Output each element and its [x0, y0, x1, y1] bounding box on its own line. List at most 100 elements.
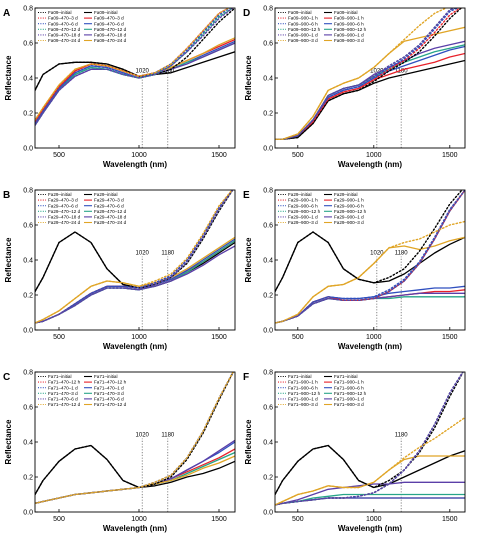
- y-axis-label: Reflectance: [4, 419, 13, 464]
- series-line: [275, 8, 458, 141]
- legend-entry-label: Fa29–900–3 d: [334, 220, 364, 225]
- panel-a: A 1020 1180 0.0 0.2 0.4 0.6 0.8 500 1000 1500 Wavel…: [3, 5, 236, 169]
- legend-entry-label: Fa09–900–6 h: [288, 21, 318, 26]
- panel-letter: C: [3, 372, 10, 383]
- legend-entry-label: Fa29–470–12 d: [48, 209, 81, 214]
- reference-line-label: 1020: [136, 433, 150, 439]
- reference-line-label: 1180: [161, 69, 175, 75]
- legend-entry-label: Fa09–470–6 d: [48, 21, 78, 26]
- legend-entry-label: Fa71–470–3 d: [94, 391, 124, 396]
- reference-line-label: 1020: [370, 69, 384, 75]
- series-line: [275, 8, 448, 141]
- reference-line-label: 1180: [395, 433, 409, 439]
- x-axis-label: Wavelength (nm): [338, 342, 402, 351]
- legend-entry-label: Fa29–900–12 h: [288, 209, 321, 214]
- series-line: [275, 372, 464, 496]
- series-group: [35, 372, 235, 504]
- series-line: [35, 8, 231, 125]
- legend-entry-label: Fa09–initial: [334, 10, 358, 15]
- y-tick-label: 0.0: [23, 327, 33, 334]
- series-line: [275, 190, 463, 293]
- legend-entry-label: Fa71–470–6 d: [94, 397, 124, 402]
- reference-line-label: 1180: [161, 251, 175, 257]
- series-line: [35, 190, 234, 324]
- legend-entry-label: Fa09–470–18 d: [48, 33, 81, 38]
- legend-entry-label: Fa09–initial: [48, 10, 72, 15]
- x-tick-label: 1000: [366, 152, 382, 159]
- legend-entry-label: Fa09–900–12 h: [288, 27, 321, 32]
- series-group: [35, 8, 235, 127]
- legend-entry-label: Fa29–470–24 d: [48, 220, 81, 225]
- panel-letter: A: [3, 8, 10, 19]
- reference-line-label: 1180: [395, 251, 409, 257]
- series-line: [275, 190, 465, 324]
- y-tick-label: 0.8: [263, 369, 273, 376]
- reference-line-label: 1020: [136, 69, 150, 75]
- x-axis-label: Wavelength (nm): [338, 524, 402, 533]
- panel-letter: B: [3, 190, 10, 201]
- series-group: [275, 372, 465, 506]
- legend-entry-label: Fa71–470–12 h: [48, 380, 81, 385]
- legend-entry-label: Fa71–900–12 h: [334, 391, 367, 396]
- series-line: [35, 444, 235, 496]
- y-tick-label: 0.2: [23, 292, 33, 299]
- series-line: [275, 190, 465, 324]
- panel-letter: F: [243, 372, 249, 383]
- legend-entry-label: Fa29–900–1 d: [288, 215, 318, 220]
- legend-entry-label: Fa09–900–3 d: [334, 38, 364, 43]
- x-tick-label: 1500: [211, 152, 227, 159]
- y-tick-label: 0.0: [263, 327, 273, 334]
- y-tick-label: 0.6: [23, 40, 33, 47]
- legend-entry-label: Fa09–470–12 d: [94, 27, 127, 32]
- series-line: [275, 220, 465, 324]
- series-line: [35, 190, 234, 324]
- legend-entry-label: Fa09–initial: [288, 10, 312, 15]
- y-axis-label: Reflectance: [244, 237, 253, 282]
- legend-entry-label: Fa71–initial: [334, 374, 358, 379]
- x-tick-label: 1500: [211, 334, 227, 341]
- y-tick-label: 0.4: [263, 75, 273, 82]
- x-tick-label: 1000: [366, 516, 382, 523]
- series-line: [35, 455, 235, 504]
- y-tick-label: 0.4: [263, 439, 273, 446]
- legend-entry-label: Fa71–900–3 d: [288, 402, 318, 407]
- series-line: [35, 372, 235, 496]
- y-tick-label: 0.8: [263, 187, 273, 194]
- series-line: [275, 289, 465, 324]
- legend-entry-label: Fa09–900–1 h: [334, 16, 364, 21]
- legend-entry-label: Fa29–470–3 d: [48, 198, 78, 203]
- panel-b: B 1020 1180 0.0 0.2 0.4 0.6 0.8 500 1000 1500 Wavel…: [3, 187, 236, 351]
- series-line: [35, 439, 235, 504]
- legend-entry-label: Fa71–900–3 d: [334, 402, 364, 407]
- x-tick-label: 1500: [442, 334, 458, 341]
- legend-entry-label: Fa71–470–12 d: [48, 402, 81, 407]
- legend-entry-label: Fa71–900–1 d: [288, 397, 318, 402]
- y-tick-label: 0.4: [23, 439, 33, 446]
- y-tick-label: 0.0: [263, 145, 273, 152]
- y-tick-label: 0.6: [263, 222, 273, 229]
- series-line: [275, 8, 463, 141]
- y-tick-label: 0.4: [23, 257, 33, 264]
- series-line: [275, 444, 465, 496]
- reference-line-label: 1180: [395, 69, 409, 75]
- x-tick-label: 1000: [366, 334, 382, 341]
- series-line: [35, 8, 235, 92]
- series-group: [275, 8, 465, 141]
- y-tick-label: 0.6: [263, 40, 273, 47]
- legend-entry-label: Fa09–900–12 h: [334, 27, 367, 32]
- panel-e: E 1020 1180 0.0 0.2 0.4 0.6 0.8 500 1000 1500 Wavel…: [243, 187, 466, 351]
- panel-letter: D: [243, 8, 250, 19]
- x-tick-label: 500: [292, 152, 304, 159]
- legend-entry-label: Fa29–initial: [48, 192, 72, 197]
- series-group: [35, 190, 235, 324]
- legend-entry-label: Fa29–initial: [334, 192, 358, 197]
- legend-entry-label: Fa71–900–6 h: [334, 385, 364, 390]
- y-tick-label: 0.6: [263, 404, 273, 411]
- y-tick-label: 0.8: [23, 187, 33, 194]
- legend-entry-label: Fa09–900–1 h: [288, 16, 318, 21]
- legend-entry-label: Fa71–470–6 d: [48, 397, 78, 402]
